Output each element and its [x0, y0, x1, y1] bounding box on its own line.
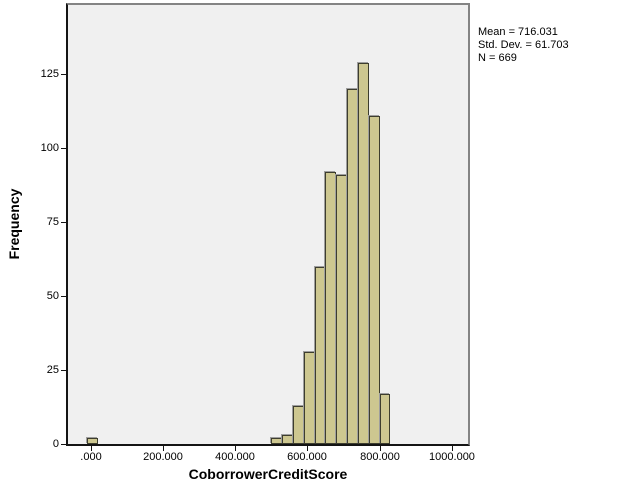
- y-tick-mark: [61, 444, 66, 445]
- x-tick-mark: [307, 446, 308, 451]
- stat-mean: Mean = 716.031: [478, 26, 558, 38]
- x-tick-label: 600.000: [287, 451, 327, 463]
- x-tick-label: 800.000: [360, 451, 400, 463]
- histogram-bar: [282, 435, 293, 444]
- y-tick-mark: [61, 148, 66, 149]
- y-tick-mark: [61, 370, 66, 371]
- x-axis-title: CoborrowerCreditScore: [188, 466, 348, 482]
- histogram-bar: [379, 393, 391, 444]
- stat-std-dev: Std. Dev. = 61.703: [478, 39, 569, 51]
- y-tick-mark: [61, 222, 66, 223]
- histogram-bar: [87, 438, 98, 444]
- stat-n: N = 669: [478, 52, 517, 64]
- histogram-bar: [314, 266, 326, 444]
- x-tick-label: .000: [80, 451, 102, 463]
- x-tick-label: 1000.000: [429, 451, 475, 463]
- y-tick-label: 0: [52, 438, 59, 450]
- y-tick-mark: [61, 74, 66, 75]
- y-tick-label: 100: [40, 142, 59, 154]
- stats-annotation: Mean = 716.031 Std. Dev. = 61.703 N = 66…: [478, 26, 569, 65]
- histogram-bar: [336, 174, 348, 444]
- y-tick-label: 125: [40, 68, 59, 80]
- x-tick-mark: [452, 446, 453, 451]
- y-tick-mark: [61, 296, 66, 297]
- histogram-bar: [271, 438, 283, 444]
- y-tick-label: 75: [46, 216, 59, 228]
- x-tick-label: 200.000: [143, 451, 183, 463]
- x-tick-mark: [91, 446, 92, 451]
- x-tick-mark: [163, 446, 164, 451]
- y-tick-label: 50: [46, 290, 59, 302]
- histogram-bar: [357, 62, 369, 444]
- histogram-bar: [303, 352, 315, 444]
- histogram-bar: [292, 405, 304, 444]
- histogram-bar: [368, 115, 380, 444]
- y-tick-label: 25: [46, 364, 59, 376]
- x-tick-label: 400.000: [215, 451, 255, 463]
- histogram-bar: [325, 172, 337, 444]
- plot-area: [66, 3, 470, 446]
- histogram-bar: [347, 89, 358, 444]
- x-tick-mark: [235, 446, 236, 451]
- x-tick-mark: [380, 446, 381, 451]
